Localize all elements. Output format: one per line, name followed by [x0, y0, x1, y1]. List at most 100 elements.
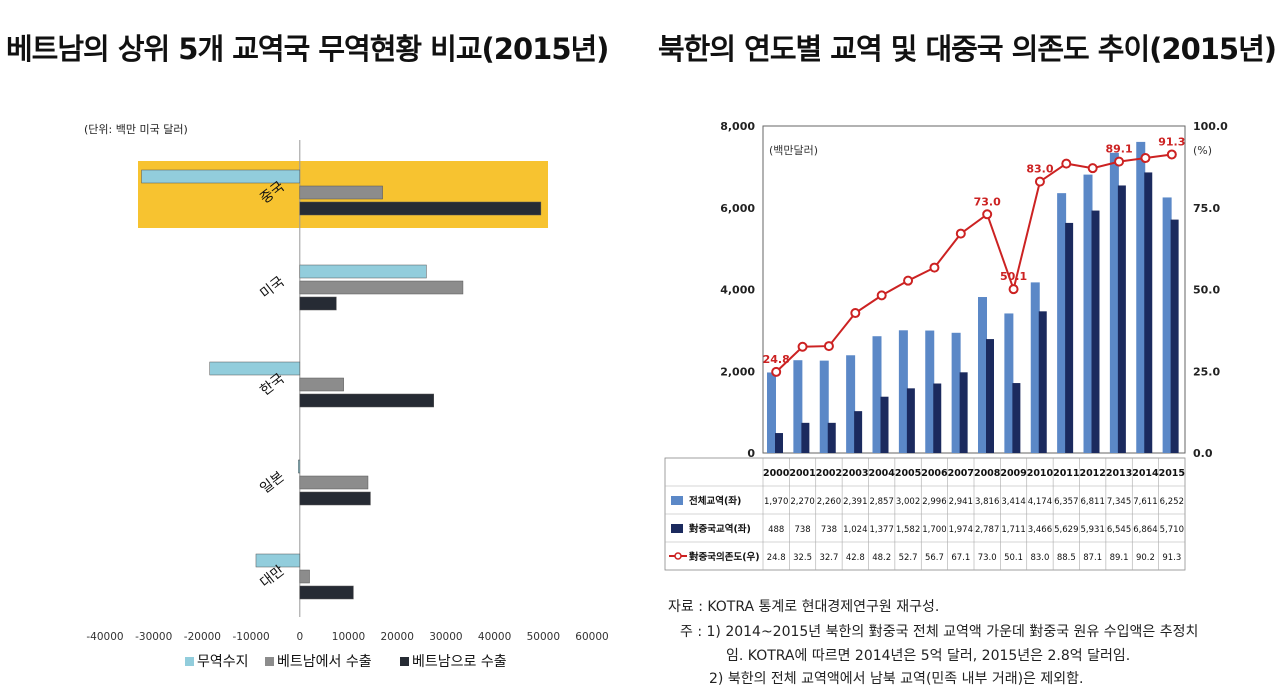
table-cell: 1,377 — [870, 525, 894, 535]
table-cell: 3,466 — [1028, 525, 1052, 535]
x-tick-label: 60000 — [575, 631, 608, 643]
table-row-label: 對중국의존도(우) — [689, 551, 760, 563]
x-tick-label: -10000 — [232, 631, 269, 643]
dependency-annotation: 89.1 — [1105, 143, 1132, 156]
table-cell: 87.1 — [1083, 553, 1102, 563]
dependency-point — [876, 290, 887, 301]
dependency-annotation: 83.0 — [1026, 163, 1053, 176]
year-label: 2014 — [1132, 468, 1159, 479]
dependency-point — [982, 209, 993, 220]
x-tick-label: 40000 — [478, 631, 511, 643]
dependency-point — [797, 341, 808, 352]
table-cell: 6,811 — [1081, 497, 1105, 507]
legend-swatch — [265, 657, 274, 666]
table-cell: 83.0 — [1030, 553, 1049, 563]
bar-대만-1 — [299, 569, 310, 584]
dependency-point — [1061, 158, 1072, 169]
table-cell: 2,391 — [843, 497, 867, 507]
right-chart-title: 북한의 연도별 교역 및 대중국 의존도 추이(2015년) — [658, 32, 1277, 66]
bar-total-2011 — [1057, 193, 1067, 453]
bar-total-2008 — [978, 297, 987, 453]
x-tick-label: 50000 — [527, 631, 560, 643]
bar-china-2003 — [854, 411, 863, 453]
right-unit-label: (%) — [1193, 144, 1212, 157]
year-label: 2003 — [842, 468, 868, 479]
table-cell: 88.5 — [1057, 553, 1076, 563]
bar-total-2012 — [1083, 174, 1093, 453]
table-cell: 738 — [821, 525, 837, 535]
table-cell: 3,002 — [896, 497, 920, 507]
left-tick-label: 4,000 — [720, 284, 755, 297]
table-cell: 3,816 — [975, 497, 999, 507]
legend-label: 무역수지 — [197, 654, 249, 670]
category-label: 일본 — [257, 469, 287, 498]
table-cell: 1,024 — [843, 525, 867, 535]
left-chart-title: 베트남의 상위 5개 교역국 무역현황 비교(2015년) — [6, 32, 609, 66]
x-tick-label: -30000 — [135, 631, 172, 643]
note-line-2: 2) 북한의 전체 교역액에서 남북 교역(민족 내부 거래)은 제외함. — [709, 671, 1084, 687]
bar-china-2014 — [1144, 172, 1153, 453]
bar-total-2013 — [1109, 152, 1119, 453]
bar-한국-0 — [209, 361, 301, 376]
table-cell: 6,864 — [1133, 525, 1157, 535]
year-label: 2001 — [789, 468, 815, 479]
x-tick-label: -20000 — [184, 631, 221, 643]
table-cell: 32.5 — [793, 553, 812, 563]
left-tick-label: 2,000 — [720, 365, 755, 378]
table-cell: 488 — [768, 525, 784, 535]
table-cell: 5,629 — [1054, 525, 1078, 535]
bar-china-2000 — [775, 433, 783, 453]
bar-china-2009 — [1012, 383, 1021, 453]
dependency-annotation: 24.8 — [763, 353, 790, 366]
plot-frame — [762, 125, 1186, 454]
legend-label: 베트남으로 수출 — [412, 654, 507, 670]
dependency-point — [1114, 156, 1125, 167]
left-tick-label: 6,000 — [720, 202, 755, 215]
bar-total-2007 — [951, 332, 961, 453]
bar-중국-1 — [299, 185, 383, 200]
left-tick-label: 0 — [747, 447, 755, 460]
dependency-annotation: 73.0 — [974, 195, 1001, 208]
year-label: 2009 — [1000, 468, 1026, 479]
table-cell: 67.1 — [951, 553, 970, 563]
bar-china-2005 — [906, 388, 915, 453]
table-cell: 56.7 — [925, 553, 944, 563]
dependency-point — [1087, 163, 1098, 174]
table-cell: 2,787 — [975, 525, 999, 535]
bar-total-2009 — [1004, 313, 1014, 453]
bar-total-2014 — [1136, 141, 1146, 453]
dependency-line — [775, 153, 1172, 373]
bar-total-2010 — [1030, 282, 1040, 453]
source-line: 자료 : KOTRA 통계로 현대경제연구원 재구성. — [668, 599, 940, 615]
bar-total-2015 — [1162, 197, 1172, 453]
table-row-label: 전체교역(좌) — [689, 495, 741, 507]
year-label: 2008 — [974, 468, 1001, 479]
bar-china-2006 — [933, 383, 942, 453]
bar-china-2001 — [801, 422, 810, 453]
note-line-1b: 임. KOTRA에 따르면 2014년은 5억 달러, 2015년은 2.8억 … — [726, 648, 1131, 664]
year-label: 2011 — [1053, 468, 1079, 479]
bar-미국-0 — [299, 264, 427, 279]
table-cell: 4,174 — [1028, 497, 1052, 507]
bar-일본-0 — [298, 459, 301, 474]
table-cell: 6,357 — [1054, 497, 1078, 507]
bar-total-2004 — [872, 336, 882, 453]
year-label: 2012 — [1079, 468, 1105, 479]
table-cell: 91.3 — [1162, 553, 1181, 563]
bar-china-2002 — [827, 422, 836, 453]
table-cell: 2,941 — [949, 497, 973, 507]
bar-total-2006 — [925, 330, 935, 453]
table-legend-marker — [674, 552, 682, 560]
bar-china-2004 — [880, 396, 889, 453]
table-cell: 90.2 — [1136, 553, 1155, 563]
bar-한국-2 — [299, 393, 434, 408]
year-label: 2006 — [921, 468, 948, 479]
table-legend-swatch — [671, 524, 683, 533]
right-tick-label: 25.0 — [1193, 365, 1220, 378]
table-cell: 2,260 — [817, 497, 841, 507]
table-cell: 1,974 — [949, 525, 973, 535]
dependency-annotation: 91.3 — [1158, 135, 1185, 148]
x-tick-label: 20000 — [380, 631, 413, 643]
dependency-point — [823, 341, 834, 352]
note-line-1: 주 : 1) 2014~2015년 북한의 對중국 전체 교역액 가운데 對중국… — [680, 624, 1199, 640]
